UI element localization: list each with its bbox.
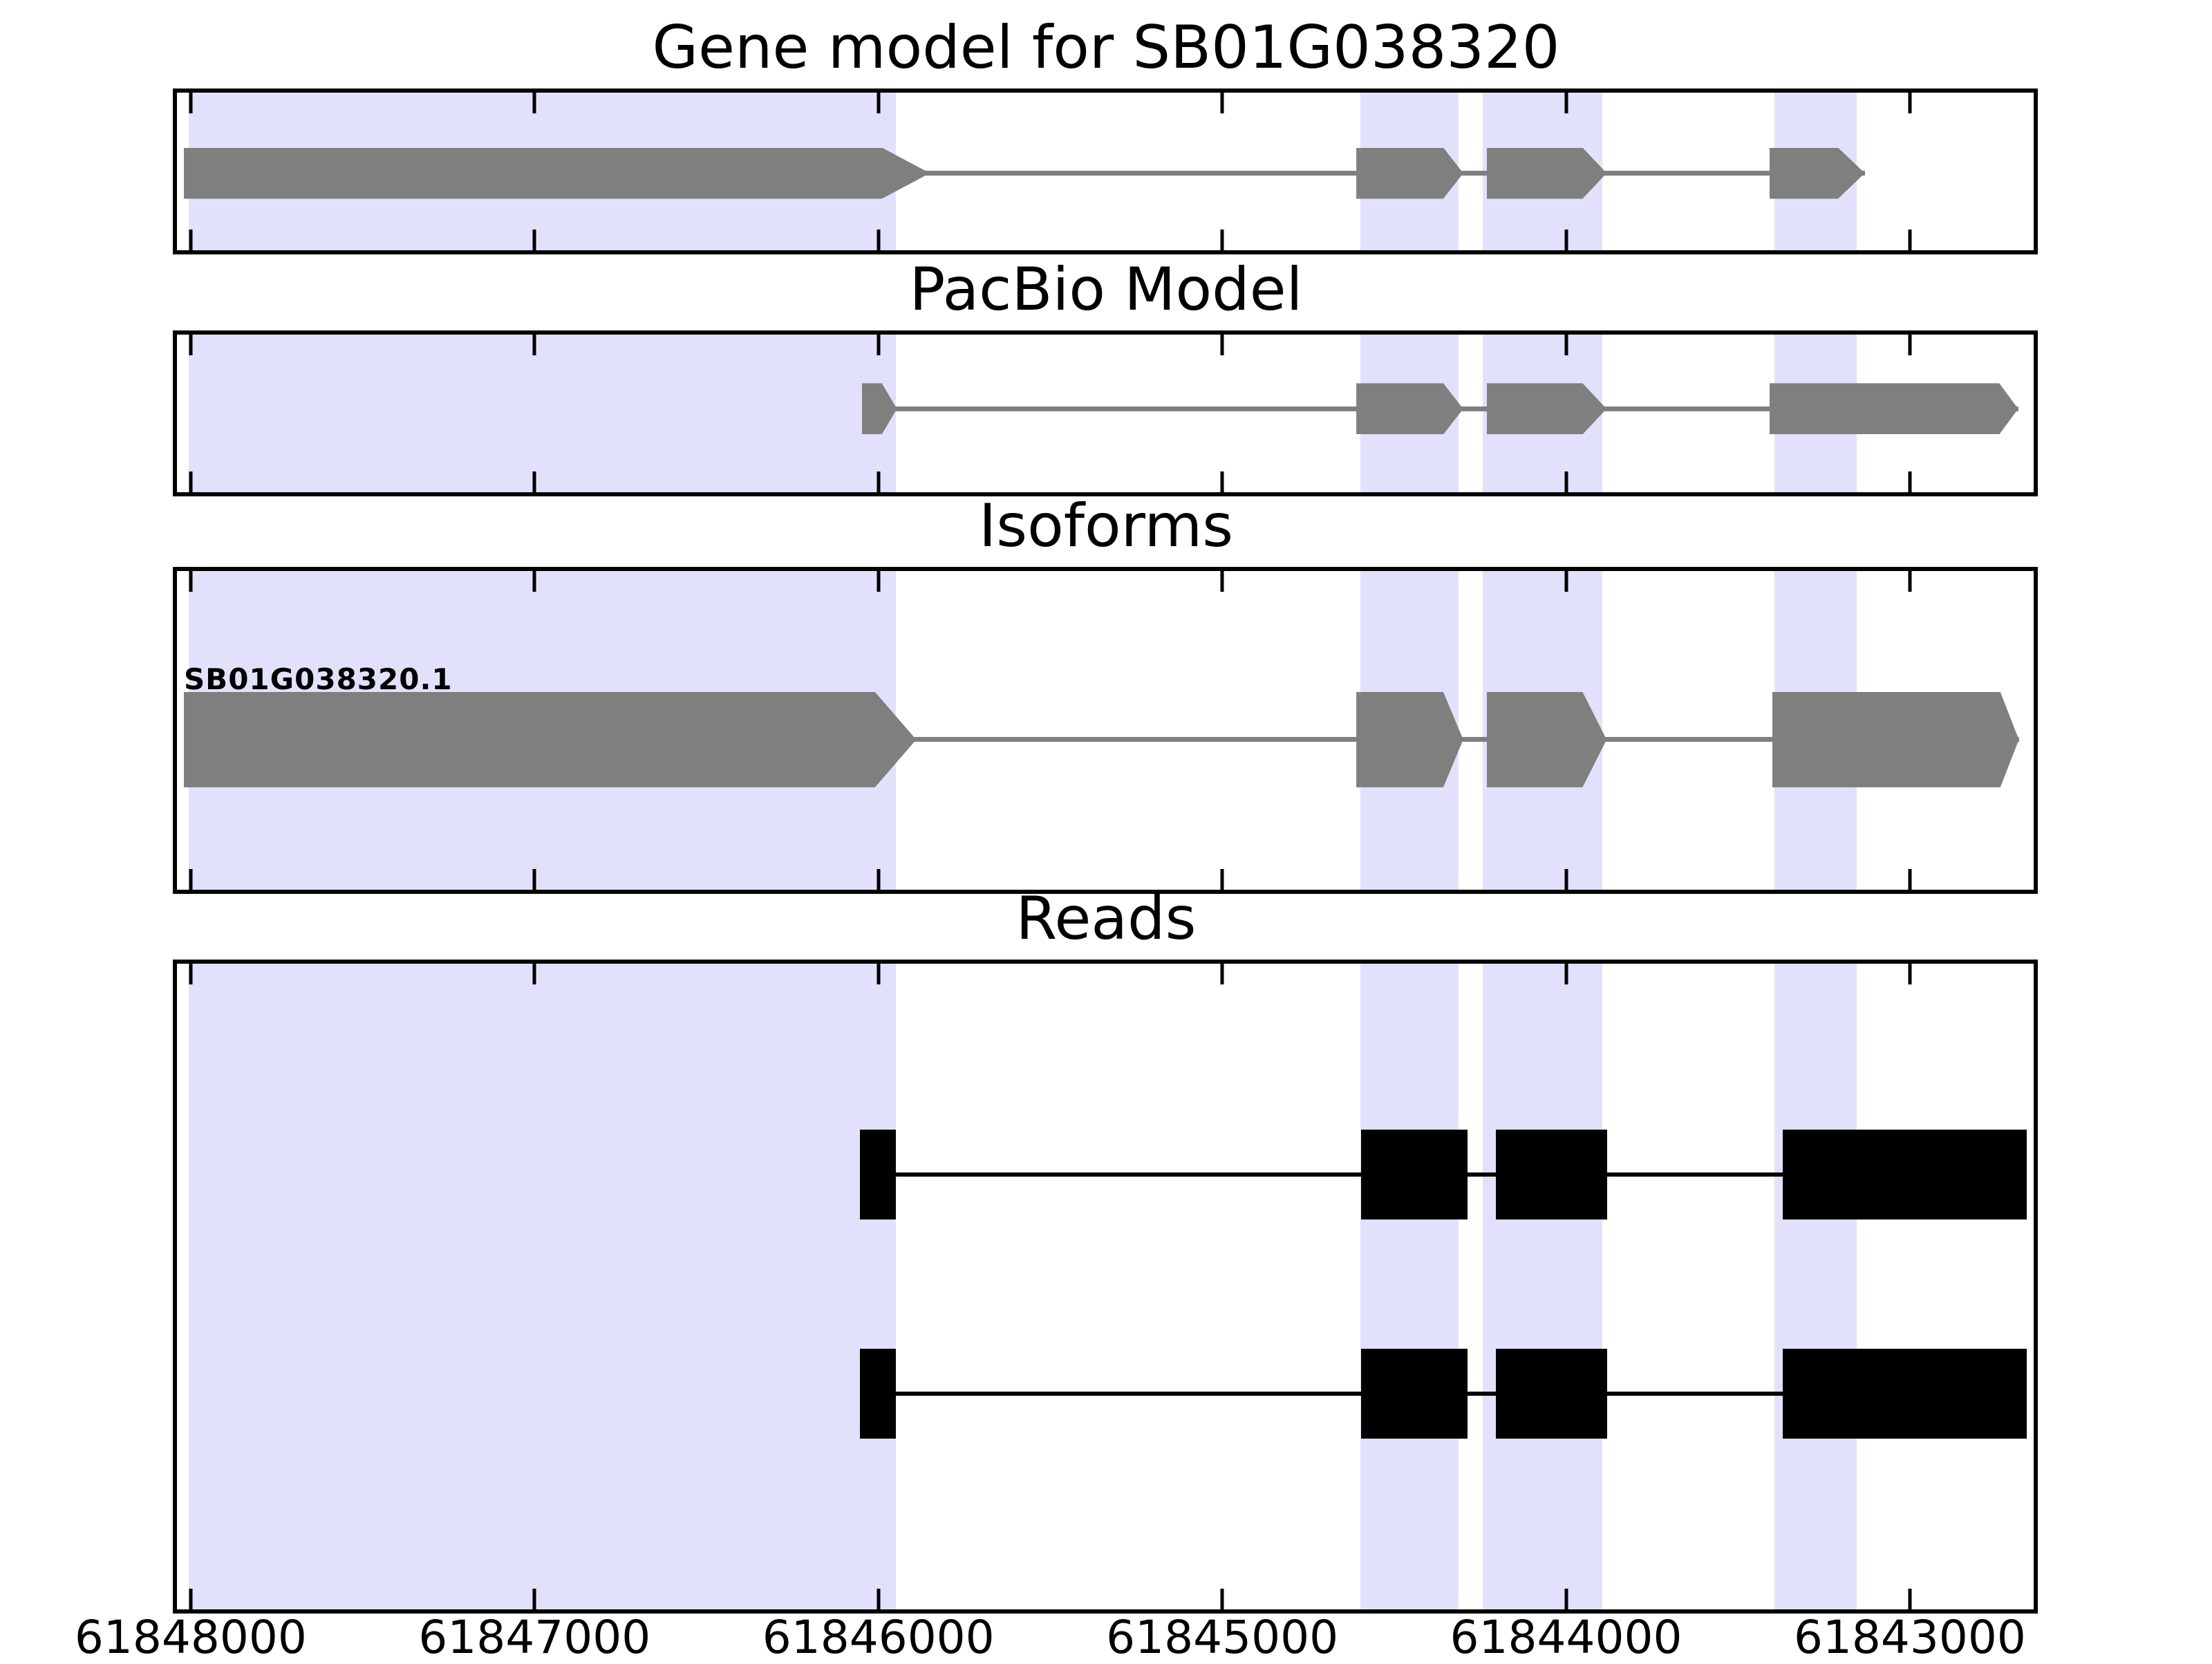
axis-tick (532, 335, 536, 355)
axis-tick (877, 93, 881, 113)
exon-arrow (1769, 383, 2018, 435)
axis-tick (1564, 230, 1568, 250)
axis-tick (532, 1589, 536, 1609)
axis-tick (1220, 869, 1224, 890)
read-exon-block (1782, 1130, 2027, 1220)
axis-tick (189, 335, 193, 355)
exon-arrow (1486, 147, 1607, 199)
axis-tick (877, 571, 881, 592)
axis-tick (189, 964, 193, 984)
axis-tick (877, 230, 881, 250)
x-axis-tick-label: 61843000 (1793, 1611, 2026, 1664)
axis-tick (189, 1589, 193, 1609)
x-axis-tick-label: 61844000 (1450, 1611, 1683, 1664)
axis-tick (1564, 471, 1568, 492)
read-exon-block (1495, 1130, 1608, 1220)
highlight-band (1360, 964, 1459, 1609)
axis-tick (1564, 964, 1568, 984)
axis-tick (532, 471, 536, 492)
axis-tick (532, 93, 536, 113)
axis-tick (1908, 869, 1912, 890)
axis-tick (532, 869, 536, 890)
axis-tick (877, 471, 881, 492)
axis-tick (1908, 335, 1912, 355)
axis-tick (189, 471, 193, 492)
panel-title-reads: Reads (1015, 884, 1197, 953)
panel-plot-area-isoforms: SB01G038320.1 (177, 571, 2034, 890)
highlight-band (188, 964, 896, 1609)
axis-tick (1908, 230, 1912, 250)
axis-tick (1220, 964, 1224, 984)
panel-isoforms: SB01G038320.1 (173, 567, 2038, 894)
axis-tick (1908, 1589, 1912, 1609)
panel-title-gene-model: Gene model for SB01G038320 (652, 13, 1560, 82)
axis-tick (1564, 1589, 1568, 1609)
axis-tick (1220, 571, 1224, 592)
axis-tick (1220, 230, 1224, 250)
intron-line (183, 171, 1865, 176)
highlight-band (1482, 964, 1602, 1609)
axis-tick (1220, 335, 1224, 355)
exon-arrow (1486, 383, 1607, 435)
axis-tick (189, 571, 193, 592)
axis-tick (532, 964, 536, 984)
read-exon-block (1361, 1349, 1468, 1439)
axis-tick (532, 230, 536, 250)
read-exon-block (859, 1349, 896, 1439)
panel-plot-area-reads (177, 964, 2034, 1609)
axis-tick (1564, 93, 1568, 113)
read-exon-block (1495, 1349, 1608, 1439)
panel-plot-area-pacbio-model (177, 335, 2034, 492)
panel-reads (173, 960, 2038, 1614)
read-exon-block (859, 1130, 896, 1220)
x-axis-tick-label: 61846000 (762, 1611, 995, 1664)
exon-arrow (1772, 691, 2019, 787)
axis-tick (189, 93, 193, 113)
x-axis-tick-label: 61848000 (74, 1611, 307, 1664)
exon-arrow (1356, 691, 1463, 787)
x-axis-tick-labels: 61848000 61847000 61846000 61845000 61844000… (75, 1611, 2034, 1664)
highlight-band (188, 335, 896, 492)
axis-tick (1908, 571, 1912, 592)
panel-gene-model (173, 88, 2038, 254)
axis-tick (1908, 471, 1912, 492)
axis-tick (1564, 571, 1568, 592)
isoform-label: SB01G038320.1 (183, 662, 453, 696)
x-axis-tick-label: 61845000 (1106, 1611, 1339, 1664)
panel-title-isoforms: Isoforms (978, 492, 1234, 561)
exon-arrow (1356, 383, 1463, 435)
axis-tick (1564, 869, 1568, 890)
highlight-band (1774, 964, 1857, 1609)
axis-tick (877, 869, 881, 890)
panel-pacbio-model (173, 330, 2038, 496)
axis-tick (1220, 471, 1224, 492)
read-exon-block (1361, 1130, 1468, 1220)
axis-tick (1564, 335, 1568, 355)
axis-tick (1220, 93, 1224, 113)
x-axis-tick-label: 61847000 (418, 1611, 651, 1664)
read-exon-block (1782, 1349, 2027, 1439)
exon-arrow (183, 691, 917, 787)
axis-tick (1908, 964, 1912, 984)
panel-title-pacbio-model: PacBio Model (909, 255, 1303, 324)
intron-line (183, 737, 2019, 742)
axis-tick (1220, 1589, 1224, 1609)
panel-plot-area-gene-model (177, 93, 2034, 250)
axis-tick (1908, 93, 1912, 113)
axis-tick (877, 335, 881, 355)
axis-tick (877, 1589, 881, 1609)
axis-tick (877, 964, 881, 984)
exon-arrow (183, 147, 930, 199)
axis-tick (532, 571, 536, 592)
exon-arrow (1356, 147, 1463, 199)
axis-tick (189, 230, 193, 250)
exon-arrow (1486, 691, 1607, 787)
axis-tick (189, 869, 193, 890)
